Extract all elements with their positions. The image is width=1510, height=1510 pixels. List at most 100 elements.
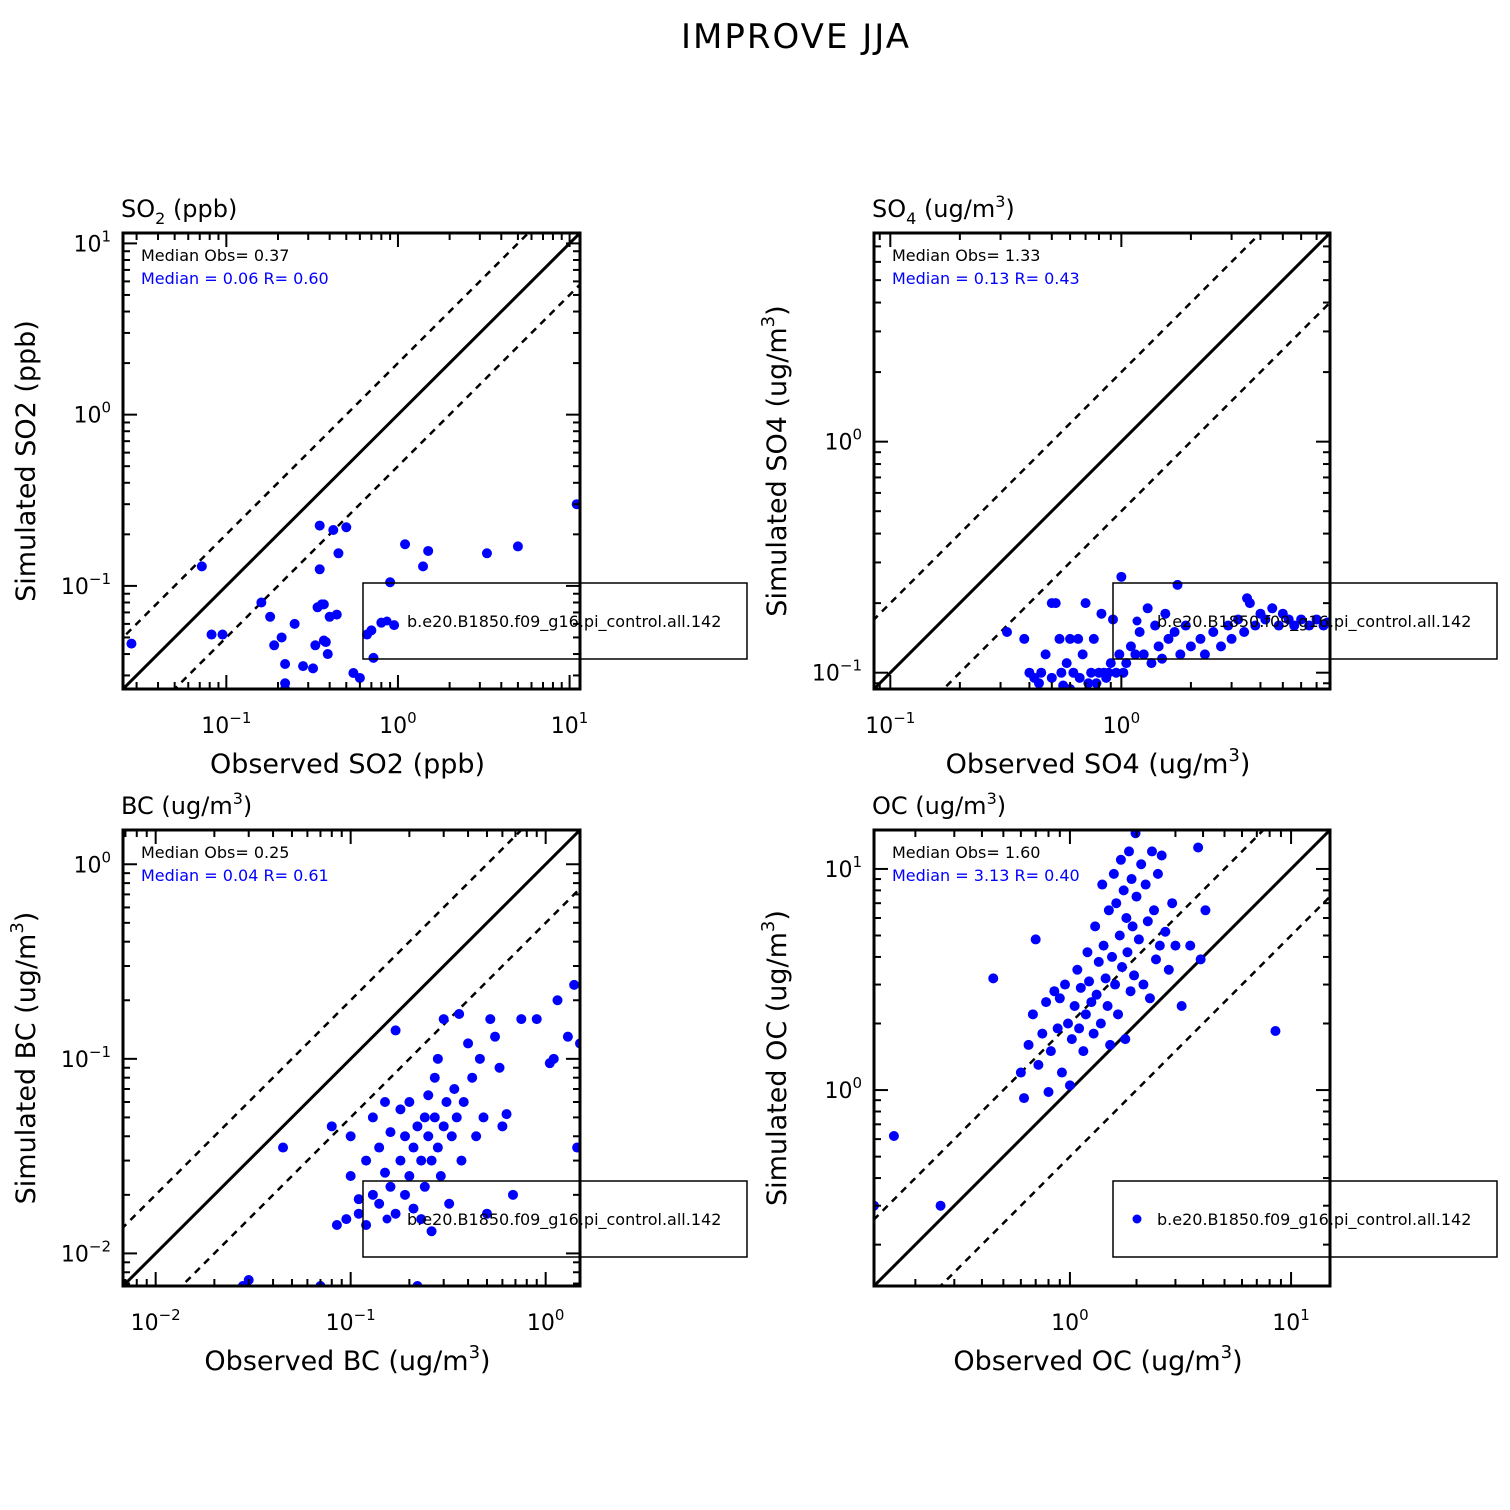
data-point: [1125, 641, 1136, 652]
panel-title-rest: (ppb): [165, 195, 237, 223]
y-axis-label-main: Simulated BC (ug/m: [11, 934, 42, 1205]
stats-observed-median: Median Obs= 1.33: [892, 246, 1040, 265]
data-point: [1144, 993, 1155, 1004]
data-point: [1322, 617, 1330, 628]
data-point: [1160, 608, 1171, 619]
data-point: [1075, 982, 1086, 993]
data-point: [353, 1194, 364, 1205]
one-to-one-line: [874, 830, 1330, 1286]
data-point: [1030, 934, 1041, 945]
data-point: [1033, 678, 1044, 689]
legend-label: b.e20.B1850.f09_g16.pi_control.all.142: [407, 612, 721, 632]
data-point: [432, 1053, 443, 1064]
data-point: [423, 1090, 434, 1101]
y-tick-base: 10: [824, 431, 852, 456]
data-point: [1146, 658, 1157, 669]
y-axis-label-main: Simulated OC (ug/m: [762, 932, 793, 1206]
factor-2-upper-line: [123, 830, 524, 1230]
data-point: [1115, 854, 1126, 865]
y-tick-base: 10: [61, 1242, 89, 1267]
data-point: [269, 640, 280, 651]
data-point: [1080, 598, 1091, 609]
data-point: [408, 1203, 419, 1214]
x-tick-base: 10: [1051, 1311, 1079, 1336]
data-point: [1108, 868, 1119, 879]
data-point: [404, 1170, 415, 1181]
data-point: [463, 1038, 474, 1049]
x-axis-label-superscript: 3: [1228, 745, 1239, 766]
data-point: [341, 1214, 352, 1225]
data-point: [485, 1014, 496, 1025]
x-axis-label: Observed SO2 (ppb): [210, 749, 485, 780]
data-point: [310, 640, 321, 651]
data-point: [1040, 649, 1051, 660]
x-tick-exponent: −1: [229, 709, 251, 727]
data-point: [1163, 633, 1174, 644]
data-point: [1175, 649, 1186, 660]
data-point: [1082, 947, 1093, 958]
data-point: [1103, 667, 1114, 678]
data-point: [1019, 633, 1030, 644]
data-point: [1118, 885, 1129, 896]
data-point: [265, 611, 276, 622]
data-point: [1095, 1018, 1106, 1029]
x-axis-label-main: Observed OC (ug/m: [953, 1346, 1220, 1377]
data-point: [1088, 1028, 1099, 1039]
x-tick-exponent: −2: [159, 1306, 181, 1324]
data-point: [1136, 859, 1147, 870]
y-tick-label: 10−1: [61, 570, 111, 600]
data-point: [441, 1097, 452, 1108]
data-point: [1208, 627, 1219, 638]
x-tick-base: 10: [865, 714, 893, 739]
data-point: [888, 1130, 899, 1141]
panel-title-end: ): [1005, 195, 1014, 223]
y-tick-exponent: −1: [89, 570, 111, 588]
data-point: [1152, 868, 1163, 879]
legend-marker: [1132, 616, 1142, 626]
data-point: [1244, 598, 1255, 609]
data-point: [374, 1198, 385, 1209]
data-point: [314, 564, 325, 575]
x-axis-label: Observed SO4 (ug/m3): [946, 745, 1251, 780]
data-point: [531, 1014, 542, 1025]
data-point: [1185, 940, 1196, 951]
data-point: [572, 1142, 580, 1153]
data-point: [1131, 891, 1142, 902]
data-point: [1064, 1080, 1075, 1091]
data-point: [1078, 1046, 1089, 1057]
data-point: [1150, 954, 1161, 965]
data-point: [451, 1112, 462, 1123]
data-point: [1163, 964, 1174, 975]
data-point: [1072, 964, 1083, 975]
factor-2-upper-line: [123, 233, 531, 640]
legend-marker: [382, 616, 392, 626]
x-tick-exponent: 0: [407, 709, 417, 727]
data-point: [256, 597, 267, 608]
x-tick-label: 101: [551, 709, 589, 739]
data-point: [444, 1198, 455, 1209]
data-point: [333, 548, 344, 559]
data-point: [426, 1155, 437, 1166]
data-point: [1073, 633, 1084, 644]
data-point: [379, 1097, 390, 1108]
data-point: [481, 1208, 492, 1219]
data-point: [494, 1062, 505, 1073]
data-point: [1074, 672, 1085, 683]
data-point: [1023, 1039, 1034, 1050]
data-point: [314, 520, 325, 531]
stats-model-median: Median = 0.13 R= 0.43: [892, 269, 1080, 288]
data-point: [1086, 667, 1097, 678]
data-point: [278, 1142, 289, 1153]
data-point: [1096, 608, 1107, 619]
y-tick-label: 10−1: [812, 657, 862, 687]
data-point: [298, 661, 309, 672]
data-point: [1233, 614, 1244, 625]
x-tick-base: 10: [201, 714, 229, 739]
y-tick-label: 100: [824, 1074, 862, 1104]
data-point: [432, 1142, 443, 1153]
data-point: [1054, 993, 1065, 1004]
y-axis-label: Simulated OC (ug/m3): [758, 910, 793, 1206]
panel-title-end: ): [243, 792, 252, 820]
x-tick-label: 101: [1272, 1306, 1310, 1336]
x-tick-label: 10−2: [131, 1306, 181, 1336]
